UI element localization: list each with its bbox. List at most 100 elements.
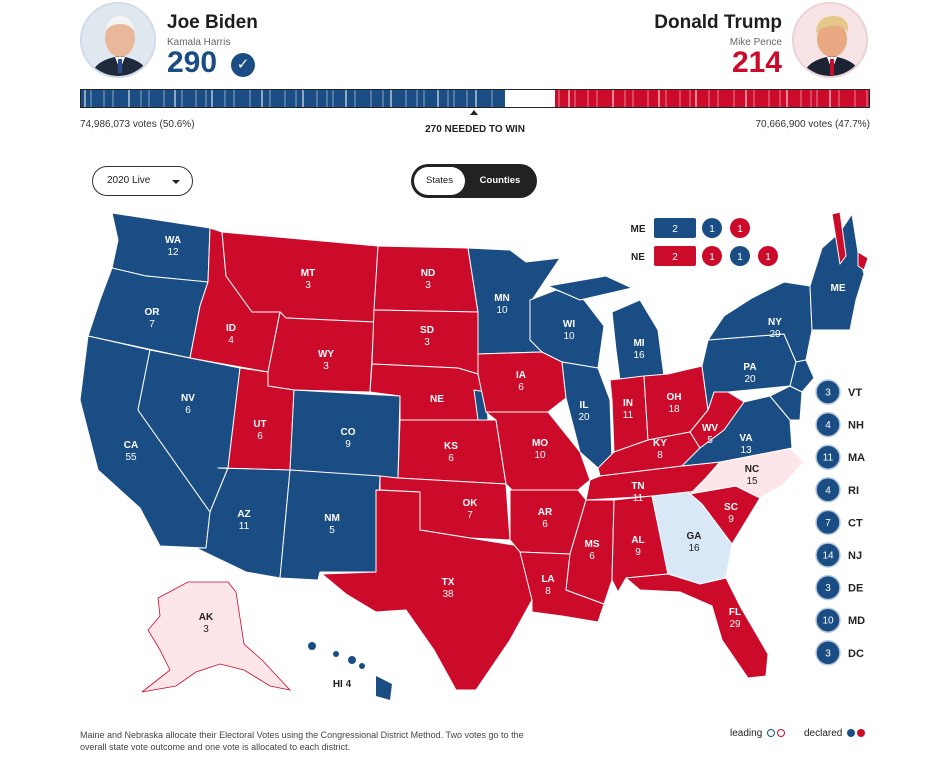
state-FL[interactable] <box>625 573 769 679</box>
ne-district-1[interactable] <box>702 246 722 266</box>
electoral-vote-bar <box>80 89 870 108</box>
me-total-box[interactable] <box>654 218 696 238</box>
small-state-MD[interactable]: 10 MD <box>815 607 865 633</box>
state-ev-MO: 10 <box>534 450 546 461</box>
state-ev-NE: NE <box>430 394 444 405</box>
rep-electoral-votes: 214 <box>731 46 782 79</box>
state-ev-AL: 9 <box>635 547 641 558</box>
state-AK[interactable] <box>141 581 292 693</box>
state-abbr-NM: NM <box>324 513 340 524</box>
leading-dem-dot-icon <box>767 729 776 737</box>
rep-popular-vote: 70,666,900 votes (47.7%) <box>755 119 870 130</box>
state-abbr-TN: TN <box>631 481 644 492</box>
state-ev-WA: 12 <box>167 247 179 258</box>
leading-rep-dot-icon <box>777 729 786 737</box>
state-abbr-CA: CA <box>124 440 138 451</box>
state-label-SC: SC9 <box>724 502 738 525</box>
dem-popular-vote: 74,986,073 votes (50.6%) <box>80 119 195 130</box>
legend-leading-label: leading <box>730 728 763 739</box>
year-select-value: 2020 Live <box>107 175 151 186</box>
small-state-NJ[interactable]: 14 NJ <box>815 542 862 568</box>
legend-leading: leading <box>730 728 786 739</box>
small-state-ev: 3 <box>825 583 831 594</box>
small-state-DE[interactable]: 3 DE <box>815 574 863 601</box>
state-abbr-WY: WY <box>318 349 334 360</box>
me-district-1[interactable] <box>702 218 722 238</box>
small-state-abbr: RI <box>848 485 859 497</box>
state-abbr-UT: UT <box>253 419 266 430</box>
small-state-RI[interactable]: 4 RI <box>815 477 859 503</box>
threshold-marker-icon <box>470 110 478 115</box>
state-MD-DE[interactable] <box>769 385 803 421</box>
state-ev-WI: 10 <box>563 331 575 342</box>
state-abbr-OR: OR <box>145 307 161 318</box>
state-ND[interactable] <box>373 245 479 313</box>
state-label-KY: KY8 <box>653 438 667 461</box>
state-abbr-MI: MI <box>633 338 644 349</box>
state-label-OR: OR7 <box>145 307 161 330</box>
state-ME-east[interactable] <box>857 251 869 271</box>
ne-district-2[interactable] <box>730 246 750 266</box>
state-label-WY: WY3 <box>318 349 334 372</box>
state-ev-NC: 15 <box>746 476 758 487</box>
toggle-counties[interactable]: Counties <box>479 175 521 186</box>
ne-total: 2 <box>672 252 678 263</box>
small-state-VT[interactable]: 3 VT <box>815 379 862 405</box>
state-abbr-AL: AL <box>631 535 644 546</box>
state-KS[interactable] <box>397 419 507 485</box>
legend-declared: declared <box>804 728 866 739</box>
state-ev-SC: 9 <box>728 514 734 525</box>
state-labels: WA12OR7CA55NV6ID4MT3WY3UT6AZ11CO9NM5ND3S… <box>124 235 846 690</box>
state-abbr-KY: KY <box>653 438 667 449</box>
state-ev-ID: 4 <box>228 335 234 346</box>
state-NJ[interactable] <box>789 359 815 393</box>
state-abbr-NC: NC <box>745 464 759 475</box>
small-state-ev: 3 <box>825 388 831 399</box>
state-NC[interactable] <box>689 447 805 499</box>
state-abbr-SD: SD <box>420 325 434 336</box>
small-state-abbr: CT <box>848 517 863 529</box>
me-total: 2 <box>672 224 678 235</box>
state-ev-WY: 3 <box>323 361 329 372</box>
state-HI[interactable] <box>308 642 392 700</box>
state-abbr-WA: WA <box>165 235 181 246</box>
small-state-NH[interactable]: 4 NH <box>815 411 864 438</box>
small-state-abbr: MD <box>848 615 865 627</box>
state-ev-ME: ME <box>831 283 846 294</box>
state-TX[interactable] <box>321 489 533 691</box>
state-label-NV: NV6 <box>181 393 195 416</box>
state-ev-CO: 9 <box>345 439 351 450</box>
state-label-OK: OK7 <box>463 498 479 521</box>
small-state-DC[interactable]: 3 DC <box>815 640 864 666</box>
state-label-ND: ND3 <box>421 268 435 291</box>
ne-district-3[interactable] <box>758 246 778 266</box>
state-ev-MT: 3 <box>305 280 311 291</box>
ne-total-box[interactable] <box>654 246 696 266</box>
state-ev-UT: 6 <box>257 431 263 442</box>
state-ev-LA: 8 <box>545 586 551 597</box>
me-district-2[interactable] <box>730 218 750 238</box>
needed-to-win-label: 270 NEEDED TO WIN <box>425 124 525 135</box>
district-method-footnote: Maine and Nebraska allocate their Electo… <box>80 730 524 752</box>
state-ev-IN: 11 <box>623 410 634 421</box>
small-states-list: 3 VT 4 NH 11 MA 4 RI 7 CT 14 NJ 3 DE 10 MD 3 DC <box>815 379 865 666</box>
state-abbr-FL: FL <box>729 607 741 618</box>
state-ev-IA: 6 <box>518 382 524 393</box>
legend-declared-label: declared <box>804 728 843 739</box>
state-ev-MI: 16 <box>633 350 645 361</box>
toggle-states[interactable]: States <box>414 167 465 195</box>
small-state-MA[interactable]: 11 MA <box>815 444 865 470</box>
year-select[interactable]: 2020 Live <box>92 166 193 196</box>
state-ME-district[interactable] <box>831 211 847 265</box>
state-ev-OR: 7 <box>149 319 155 330</box>
small-state-CT[interactable]: 7 CT <box>815 509 863 536</box>
undecided-bar-segment <box>505 90 555 107</box>
state-abbr-MO: MO <box>532 438 548 449</box>
